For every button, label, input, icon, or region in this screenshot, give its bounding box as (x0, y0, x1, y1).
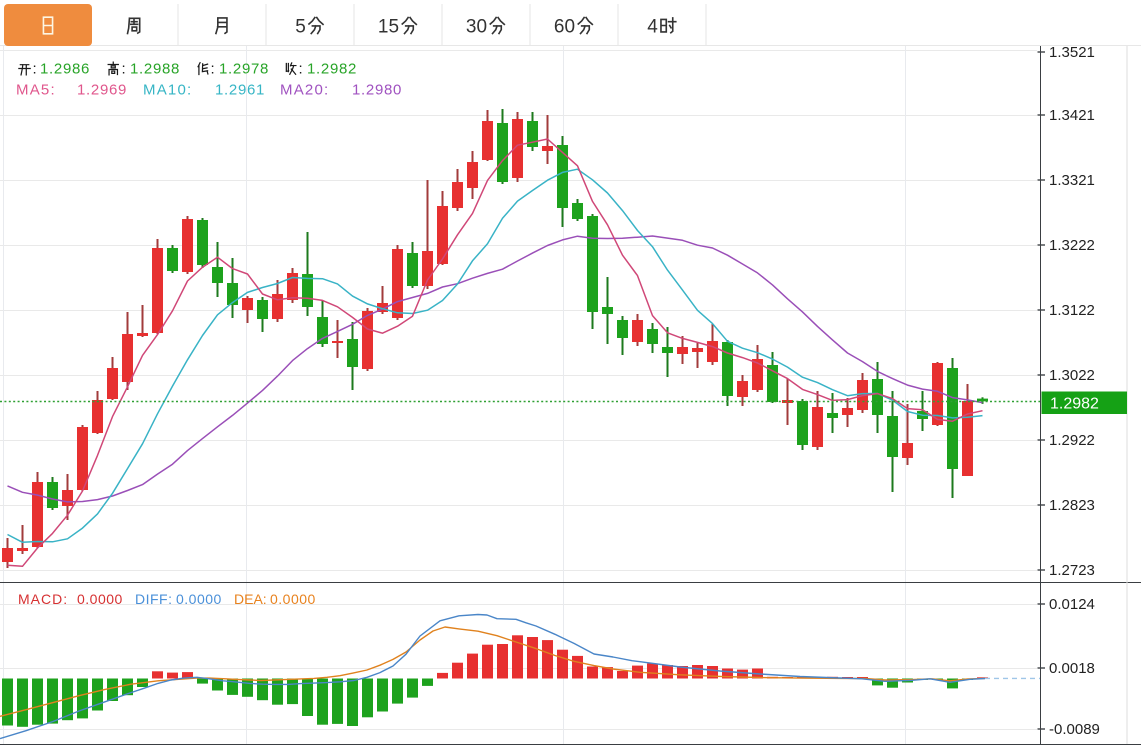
svg-text:1.2823: 1.2823 (1049, 497, 1095, 514)
svg-text:30: 30 (466, 17, 487, 38)
svg-text:0.0018: 0.0018 (1049, 660, 1095, 677)
svg-text:DIFF:: DIFF: (135, 591, 173, 607)
svg-text:60: 60 (554, 17, 575, 38)
svg-text:1.3321: 1.3321 (1049, 172, 1095, 189)
svg-text:MA10:: MA10: (143, 82, 192, 99)
svg-text:MACD:: MACD: (18, 591, 68, 607)
svg-text:0.0124: 0.0124 (1049, 596, 1095, 613)
svg-text:MA5:: MA5: (16, 82, 56, 99)
svg-text::: : (33, 61, 38, 78)
svg-text::: : (122, 61, 127, 78)
svg-text:4: 4 (647, 17, 658, 38)
svg-text:0.0000: 0.0000 (270, 591, 316, 607)
svg-text:1.3122: 1.3122 (1049, 302, 1095, 319)
svg-text:1.2961: 1.2961 (215, 82, 265, 99)
svg-text:DEA:: DEA: (234, 591, 267, 607)
svg-text:1.2982: 1.2982 (307, 61, 357, 78)
svg-text:MA20:: MA20: (280, 82, 329, 99)
svg-text:1.2980: 1.2980 (352, 82, 402, 99)
svg-text::: : (299, 61, 304, 78)
svg-text:1.2969: 1.2969 (77, 82, 127, 99)
svg-text:1.2982: 1.2982 (1050, 396, 1099, 413)
svg-text:1.3521: 1.3521 (1049, 44, 1095, 61)
svg-text:-0.0089: -0.0089 (1049, 721, 1100, 738)
svg-text:15: 15 (378, 17, 399, 38)
svg-text:1.2986: 1.2986 (40, 61, 90, 78)
svg-text:1.3022: 1.3022 (1049, 367, 1095, 384)
svg-text:1.2723: 1.2723 (1049, 562, 1095, 579)
svg-text::: : (211, 61, 216, 78)
svg-text:0.0000: 0.0000 (176, 591, 222, 607)
svg-text:1.2922: 1.2922 (1049, 432, 1095, 449)
svg-text:0.0000: 0.0000 (77, 591, 123, 607)
svg-text:1.2988: 1.2988 (130, 61, 180, 78)
svg-text:1.2978: 1.2978 (219, 61, 269, 78)
svg-text:1.3222: 1.3222 (1049, 237, 1095, 254)
svg-text:5: 5 (295, 17, 306, 38)
svg-text:1.3421: 1.3421 (1049, 107, 1095, 124)
